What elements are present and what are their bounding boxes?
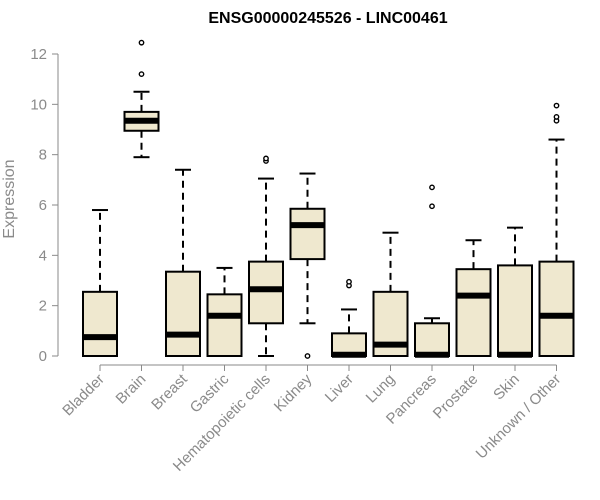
box-plots	[82, 39, 575, 359]
outlier-point	[553, 114, 560, 120]
box-iqr	[206, 293, 243, 358]
box-iqr	[497, 264, 533, 357]
box-iqr	[289, 207, 326, 261]
x-tick-label: Kidney	[271, 370, 316, 415]
box-brain	[123, 39, 160, 159]
box-liver	[331, 278, 367, 358]
y-axis: 0 2 4 6 8 10 12	[30, 46, 59, 365]
y-tick-label: 8	[39, 147, 47, 164]
x-tick-label: Lung	[363, 371, 399, 407]
box-pancreas	[414, 184, 450, 358]
x-tick-label: Bladder	[59, 371, 108, 420]
box-iqr	[165, 270, 201, 358]
box-iqr	[82, 290, 118, 358]
box-skin	[497, 226, 533, 358]
box-hematopoietic-cells	[248, 155, 284, 357]
outlier-point	[138, 71, 145, 78]
outlier-point	[429, 203, 435, 210]
y-tick-label: 2	[39, 298, 47, 315]
y-tick-label: 0	[39, 348, 47, 365]
outlier-point	[304, 353, 311, 359]
box-iqr	[248, 260, 284, 325]
y-tick-label: 10	[30, 96, 47, 113]
y-tick-label: 4	[39, 247, 47, 264]
box-lung	[372, 231, 409, 358]
outlier-point	[263, 155, 269, 162]
x-tick-label: Brain	[113, 371, 150, 408]
outlier-point	[553, 102, 560, 109]
box-iqr	[414, 322, 450, 357]
box-bladder	[82, 209, 118, 358]
x-tick-label: Skin	[490, 371, 523, 404]
box-unknown-other	[538, 102, 575, 357]
box-gastric	[206, 266, 243, 358]
y-tick-label: 6	[39, 197, 47, 214]
outlier-point	[138, 39, 145, 46]
box-breast	[165, 168, 201, 358]
y-tick-label: 12	[30, 46, 47, 63]
x-tick-label: Prostate	[430, 371, 482, 423]
x-tick-label: Liver	[322, 371, 357, 406]
box-iqr	[455, 268, 492, 357]
y-axis-label: Expression	[1, 159, 18, 238]
outlier-point	[429, 184, 435, 191]
box-prostate	[455, 239, 492, 357]
chart-title: ENSG00000245526 - LINC00461	[208, 10, 447, 27]
box-iqr	[538, 260, 575, 357]
x-tick-label: Breast	[148, 370, 191, 413]
outlier-point	[346, 278, 352, 285]
box-kidney	[289, 172, 326, 359]
